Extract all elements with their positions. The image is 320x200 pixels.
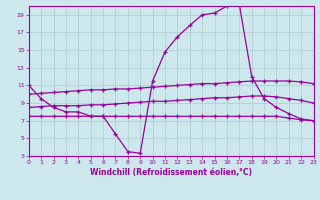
X-axis label: Windchill (Refroidissement éolien,°C): Windchill (Refroidissement éolien,°C) xyxy=(90,168,252,177)
